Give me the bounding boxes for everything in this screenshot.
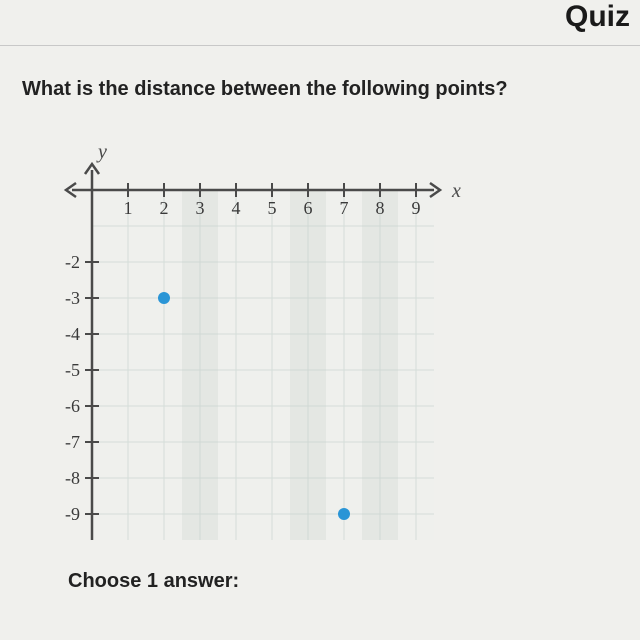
svg-text:4: 4: [232, 198, 241, 218]
header: Quiz: [555, 0, 640, 34]
svg-text:-3: -3: [65, 288, 80, 308]
svg-text:1: 1: [124, 198, 133, 218]
question-text: What is the distance between the followi…: [22, 78, 508, 101]
quiz-title: Quiz: [565, 0, 630, 33]
svg-text:-8: -8: [65, 468, 80, 488]
svg-text:2: 2: [160, 198, 169, 218]
svg-text:-6: -6: [65, 396, 80, 416]
header-divider: [0, 45, 640, 46]
svg-text:5: 5: [268, 198, 277, 218]
svg-text:-7: -7: [65, 432, 80, 452]
svg-text:-2: -2: [65, 252, 80, 272]
svg-text:9: 9: [412, 198, 421, 218]
svg-text:-4: -4: [65, 324, 80, 344]
svg-text:-5: -5: [65, 360, 80, 380]
svg-text:x: x: [451, 180, 461, 202]
svg-text:-9: -9: [65, 504, 80, 524]
svg-text:7: 7: [340, 198, 349, 218]
answer-prompt: Choose 1 answer:: [68, 570, 239, 593]
svg-text:3: 3: [196, 198, 205, 218]
svg-text:8: 8: [376, 198, 385, 218]
svg-text:6: 6: [304, 198, 313, 218]
svg-text:y: y: [96, 141, 107, 163]
chart-svg: 1 2 3 4 5 6 7 8 9 -2 -3 -4 -5 -6 -7 -8 -9 y x: [22, 120, 502, 540]
coordinate-chart: 1 2 3 4 5 6 7 8 9 -2 -3 -4 -5 -6 -7 -8 -9 y x: [22, 120, 502, 540]
